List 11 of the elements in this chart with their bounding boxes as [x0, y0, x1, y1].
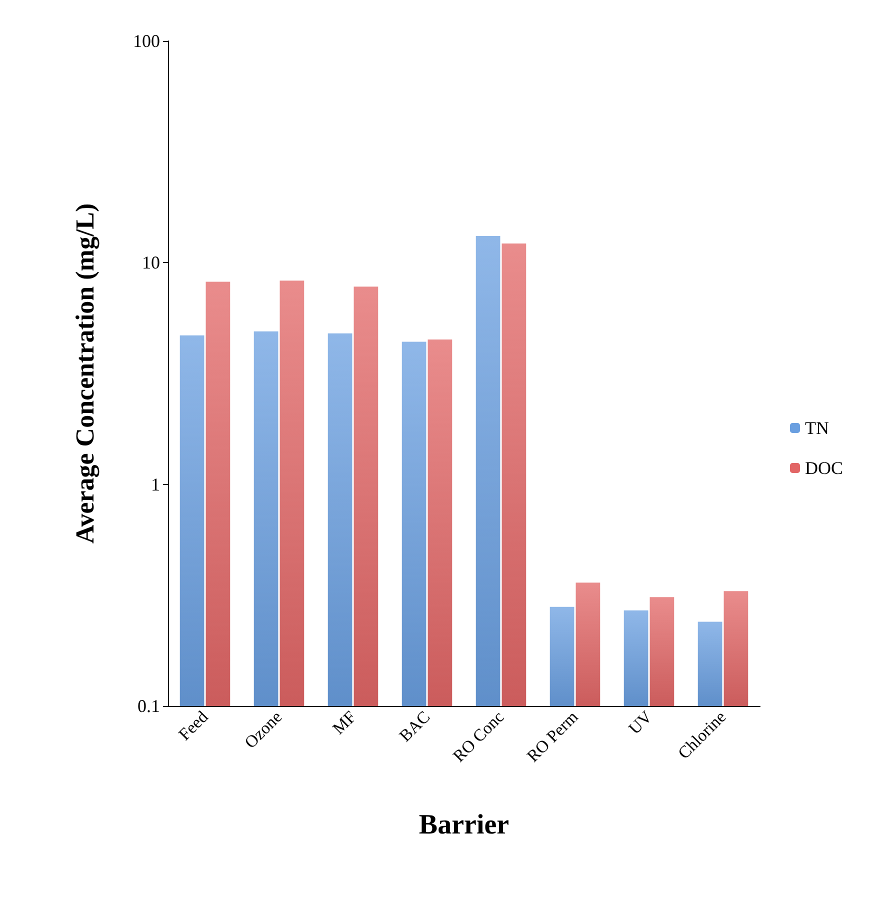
x-tick-label: UV [624, 706, 656, 738]
x-axis-title: Barrier [418, 810, 510, 840]
x-tick-label: MF [328, 707, 360, 738]
y-axis-title: Average Concentration (mg/L) [70, 203, 100, 544]
legend-label: DOC [804, 458, 844, 478]
y-tick-label: 1 [151, 474, 160, 494]
legend-label: TN [804, 418, 829, 438]
x-tick-label: RO Conc [449, 706, 508, 766]
y-tick-label: 100 [133, 31, 160, 51]
y-tick-label: 10 [142, 252, 160, 273]
y-tick-label: 0.1 [138, 696, 160, 716]
